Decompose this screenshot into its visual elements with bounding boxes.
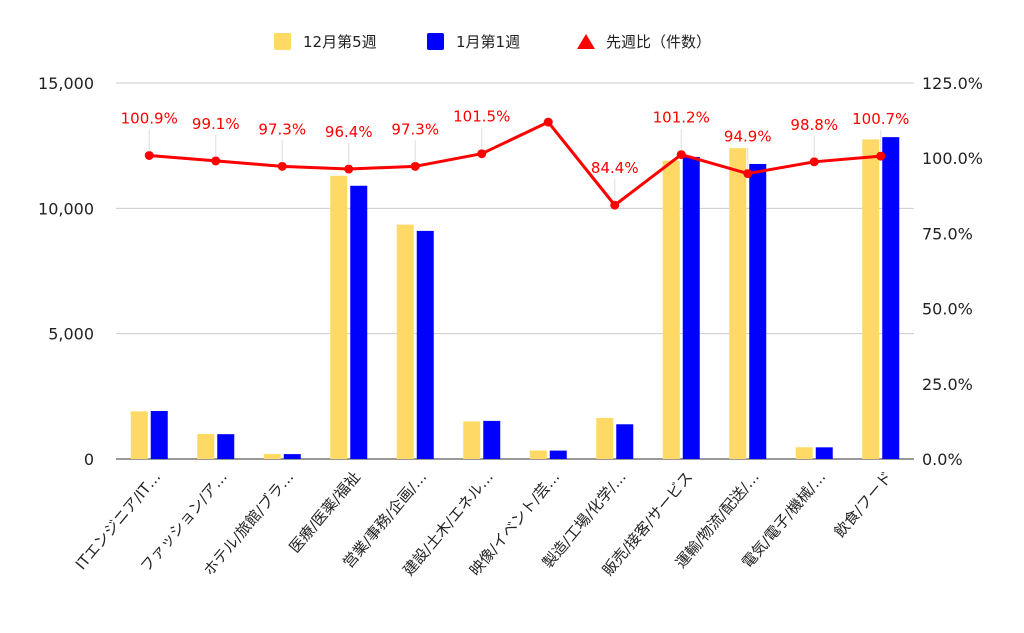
- data-label: 97.3%: [258, 120, 306, 138]
- right-tick-label: 0.0%: [922, 450, 963, 469]
- legend-item-series-0: 12月第5週: [274, 33, 377, 51]
- data-label: 99.1%: [192, 115, 240, 133]
- data-label: 100.7%: [852, 110, 909, 128]
- right-tick-label: 100.0%: [922, 149, 983, 168]
- x-axis: ITエンジニア/IT…ファッション/ア…ホテル/旅館/ブラ…医療/医薬/福祉営業…: [72, 468, 896, 579]
- ratio-line-path: [149, 120, 881, 207]
- bar-series-0: [197, 433, 215, 459]
- data-label: 98.8%: [790, 116, 838, 134]
- legend-item-series-1: 1月第1週: [427, 33, 520, 51]
- ratio-point: [211, 156, 221, 166]
- bar-series-1: [682, 156, 700, 460]
- left-tick-label: 5,000: [48, 325, 94, 344]
- legend-swatch-series-0: [274, 33, 291, 50]
- bar-series-1: [882, 137, 900, 460]
- bar-series-1: [150, 410, 168, 459]
- right-axis: 0.0% 25.0% 50.0% 75.0% 100.0% 125.0%: [922, 74, 983, 469]
- legend-label-series-0: 12月第5週: [303, 33, 377, 51]
- bar-series-1: [616, 424, 634, 459]
- bar-series-1: [217, 434, 235, 459]
- right-tick-label: 125.0%: [922, 74, 983, 93]
- bar-series-1: [815, 447, 833, 459]
- ratio-point: [543, 117, 553, 127]
- bar-series-1: [749, 163, 767, 459]
- bar-series-0: [330, 175, 348, 459]
- ratio-point: [610, 200, 620, 210]
- legend-marker-series-2: [577, 34, 595, 49]
- bar-series-1: [483, 420, 501, 459]
- gridlines: [116, 82, 914, 460]
- legend: 12月第5週 1月第1週 先週比（件数）: [274, 33, 711, 51]
- ratio-point: [144, 150, 154, 160]
- bar-series-0: [463, 421, 481, 459]
- left-tick-label: 0: [84, 450, 94, 469]
- ratio-point: [277, 161, 287, 171]
- right-tick-label: 75.0%: [922, 224, 973, 243]
- right-tick-label: 25.0%: [922, 375, 973, 394]
- bar-series-1: [416, 230, 434, 459]
- bar-series-0: [263, 453, 281, 459]
- bar-series-0: [662, 160, 680, 459]
- data-label: 101.5%: [453, 108, 510, 126]
- ratio-point: [410, 161, 420, 171]
- legend-label-series-1: 1月第1週: [456, 33, 520, 51]
- bar-series-0: [529, 450, 547, 459]
- ratio-point: [344, 164, 354, 174]
- bar-series-0: [862, 139, 880, 459]
- bar-series-0: [130, 411, 148, 459]
- ratio-point: [809, 157, 819, 167]
- bar-series-1: [350, 185, 368, 460]
- bar-series-1: [283, 454, 301, 459]
- data-label: 100.9%: [121, 109, 178, 127]
- legend-label-series-2: 先週比（件数）: [606, 33, 711, 51]
- bars: [130, 137, 900, 460]
- ratio-point: [676, 150, 686, 160]
- left-tick-label: 15,000: [38, 74, 94, 93]
- ratio-points: [144, 117, 886, 210]
- data-label: 84.4%: [591, 159, 639, 177]
- x-tick-label: 医療/医薬/福祉: [286, 468, 364, 556]
- data-labels: 100.9% 99.1% 97.3% 96.4% 97.3% 101.5% 84.4% 101…: [121, 108, 909, 202]
- bar-series-0: [596, 417, 614, 459]
- data-label: 97.3%: [391, 120, 439, 138]
- left-axis: 0 5,000 10,000 15,000: [38, 74, 94, 469]
- bar-series-0: [795, 447, 813, 459]
- bar-series-0: [729, 148, 747, 459]
- ratio-point: [477, 149, 487, 159]
- ratio-line: [149, 120, 881, 207]
- bar-series-0: [396, 224, 414, 459]
- bar-series-1: [549, 450, 567, 459]
- data-label: 94.9%: [724, 128, 772, 146]
- left-tick-label: 10,000: [38, 199, 94, 218]
- legend-swatch-series-1: [427, 33, 444, 50]
- right-tick-label: 50.0%: [922, 300, 973, 319]
- ratio-point: [876, 151, 886, 161]
- ratio-point: [743, 169, 753, 179]
- legend-item-series-2: 先週比（件数）: [577, 33, 711, 51]
- data-label: 96.4%: [325, 123, 373, 141]
- x-tick-label: 飲食/フード: [831, 468, 896, 541]
- data-label: 101.2%: [653, 109, 710, 127]
